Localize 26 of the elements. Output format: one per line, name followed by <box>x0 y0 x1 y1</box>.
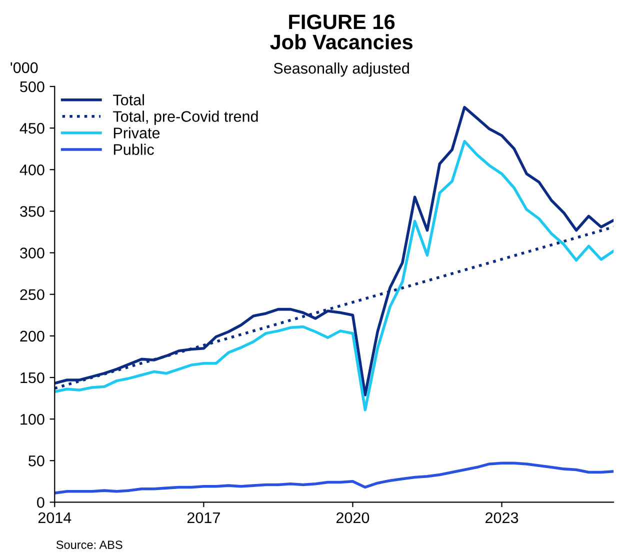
y-tick-label: 150 <box>20 372 44 384</box>
x-tick-label: 2020 <box>336 512 370 524</box>
x-tick-label: 2017 <box>187 512 220 524</box>
line-series <box>54 462 614 494</box>
y-tick-label: 500 <box>20 81 44 92</box>
y-tick-label: 300 <box>20 248 44 258</box>
y-tick-label: 450 <box>20 122 44 134</box>
x-tick-label: 2023 <box>486 512 518 524</box>
y-tick-label: 250 <box>20 289 44 300</box>
y-tick-label: 100 <box>20 414 44 425</box>
legend-label: Total <box>113 94 144 106</box>
y-tick-label: 0 <box>37 497 44 508</box>
y-tick-label: 350 <box>20 206 44 217</box>
x-tick-label: 2014 <box>38 512 72 524</box>
y-tick-label: 200 <box>20 330 44 342</box>
y-tick-label: 400 <box>20 164 44 176</box>
legend-label: Private <box>114 127 160 138</box>
y-tick-label: 50 <box>28 455 44 466</box>
y-axis-title: '000 <box>10 62 38 74</box>
source-note: Source: ABS <box>56 540 122 549</box>
legend-label: Total, pre-Covid trend <box>113 110 258 125</box>
line-series <box>54 106 614 396</box>
chart-subtitle: Seasonally adjusted <box>274 62 409 77</box>
legend-label: Public <box>114 144 154 155</box>
chart-title: FIGURE 16 Job Vacancies <box>270 14 413 50</box>
line-series <box>54 140 614 412</box>
